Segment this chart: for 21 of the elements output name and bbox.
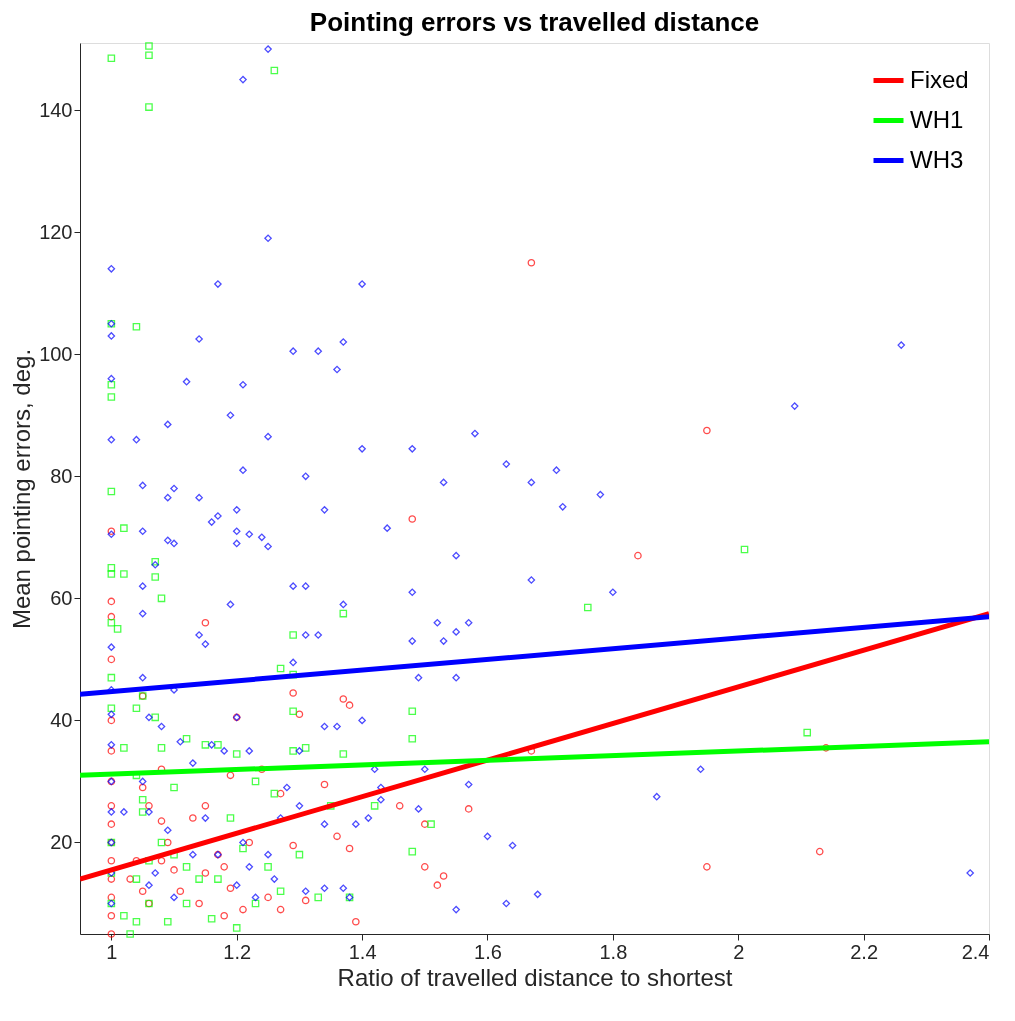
y-axis-title: Mean pointing errors, deg. <box>8 348 36 630</box>
x-tick-label: 1.2 <box>223 940 252 963</box>
x-tick-label: 2.4 <box>961 940 990 963</box>
y-tick-label: 40 <box>50 708 73 731</box>
y-tick-label: 100 <box>39 342 73 365</box>
x-tick-label: 1.8 <box>599 940 628 963</box>
y-tick-label: 120 <box>39 220 73 243</box>
y-tick-label: 140 <box>39 98 73 121</box>
x-axis-title: Ratio of travelled distance to shortest <box>337 963 733 991</box>
y-tick-label: 60 <box>50 586 73 609</box>
legend-label: WH3 <box>910 145 964 173</box>
x-tick-label: 1.4 <box>348 940 377 963</box>
legend-label: Fixed <box>910 65 969 93</box>
x-tick-label: 1 <box>106 940 118 963</box>
legend-label: WH1 <box>910 105 964 133</box>
y-tick-label: 80 <box>50 464 73 487</box>
y-tick-label: 20 <box>50 830 73 853</box>
x-tick-label: 2 <box>733 940 745 963</box>
chart-title: Pointing errors vs travelled distance <box>309 7 760 38</box>
x-tick-label: 2.2 <box>850 940 879 963</box>
x-tick-label: 1.6 <box>474 940 502 963</box>
